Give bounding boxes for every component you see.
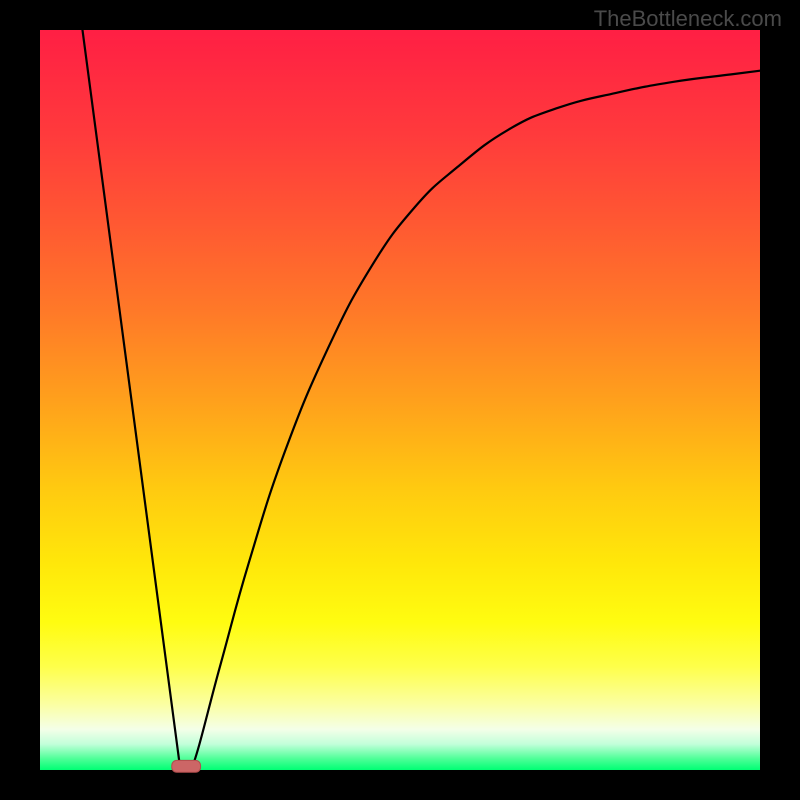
bottleneck-chart: [0, 0, 800, 800]
watermark-text: TheBottleneck.com: [594, 6, 782, 32]
sweet-spot-marker: [172, 760, 201, 772]
chart-plot-bg: [40, 30, 760, 770]
